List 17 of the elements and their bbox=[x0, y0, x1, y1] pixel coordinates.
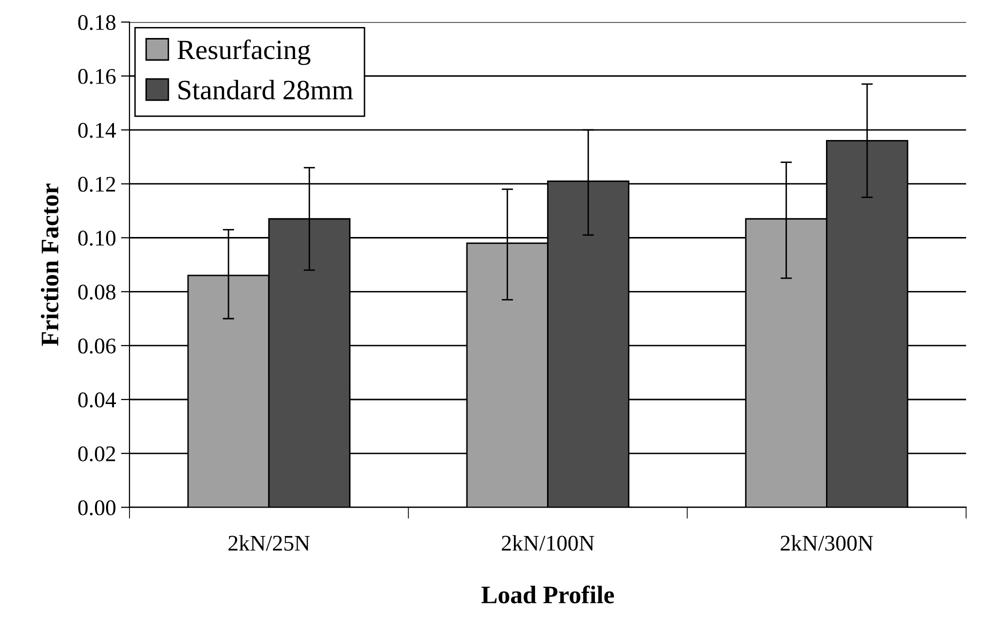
y-tick-label: 0.16 bbox=[78, 68, 116, 84]
y-tick-label: 0.08 bbox=[78, 284, 116, 300]
x-tick-label: 2kN/300N bbox=[780, 535, 874, 551]
y-tick-label: 0.12 bbox=[78, 176, 116, 192]
y-tick-label: 0.02 bbox=[78, 446, 116, 462]
y-tick-label: 0.00 bbox=[78, 500, 116, 516]
x-axis-title: Load Profile bbox=[481, 586, 614, 604]
y-axis-title: Friction Factor bbox=[40, 184, 58, 346]
legend-label: Standard 28mm bbox=[178, 80, 353, 100]
y-tick-label: 0.06 bbox=[78, 338, 116, 354]
y-tick-label: 0.10 bbox=[78, 230, 116, 246]
y-tick-label: 0.04 bbox=[78, 392, 116, 408]
x-tick-label: 2kN/25N bbox=[228, 535, 310, 551]
x-tick-label: 2kN/100N bbox=[502, 535, 594, 551]
y-tick-label: 0.18 bbox=[78, 15, 116, 30]
legend-label: Resurfacing bbox=[178, 39, 310, 66]
y-tick-label: 0.14 bbox=[78, 122, 116, 138]
